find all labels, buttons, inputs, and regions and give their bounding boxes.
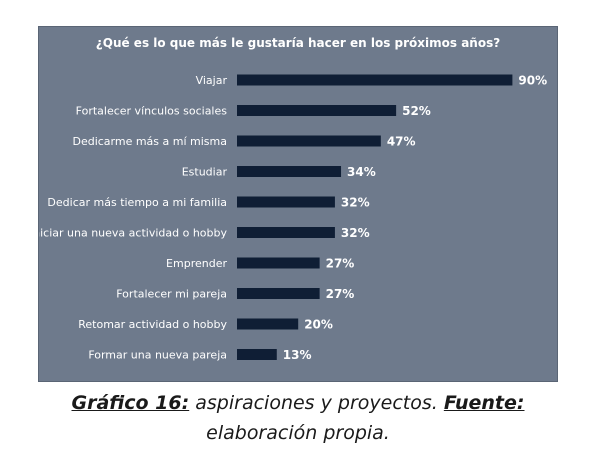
value-label: 13% <box>283 348 312 362</box>
category-label: Retomar actividad o hobby <box>78 318 227 331</box>
bar <box>237 227 335 238</box>
bar <box>237 288 320 299</box>
category-label: Dedicarme más a mí misma <box>72 135 227 148</box>
figure-caption: Gráfico 16: aspiraciones y proyectos. Fu… <box>0 388 596 448</box>
bar <box>237 318 299 330</box>
value-label: 32% <box>341 226 370 240</box>
category-label: Emprender <box>166 257 227 270</box>
value-label: 34% <box>347 165 376 179</box>
caption-text: aspiraciones y proyectos. <box>189 392 444 414</box>
value-label: 32% <box>341 196 370 210</box>
caption-source-text: elaboración propia. <box>206 422 390 444</box>
value-label: 20% <box>304 318 333 332</box>
value-label: 52% <box>402 104 431 118</box>
bar <box>237 257 320 269</box>
category-label: Iniciar una nueva actividad o hobby <box>39 227 227 240</box>
caption-source-label: Fuente: <box>443 392 525 414</box>
chart-panel: ¿Qué es lo que más le gustaría hacer en … <box>38 26 558 382</box>
bar <box>237 349 277 360</box>
category-label: Estudiar <box>182 166 228 179</box>
bar <box>237 166 342 177</box>
value-label: 27% <box>326 287 355 301</box>
value-label: 27% <box>326 257 355 271</box>
bar <box>237 105 397 116</box>
value-label: 47% <box>387 135 416 149</box>
category-label: Fortalecer mi pareja <box>116 288 227 301</box>
category-label: Dedicar más tiempo a mi familia <box>47 196 227 209</box>
bar <box>237 135 381 147</box>
chart-title: ¿Qué es lo que más le gustaría hacer en … <box>95 36 501 50</box>
bar <box>237 196 335 208</box>
category-label: Fortalecer vínculos sociales <box>76 105 228 118</box>
bar-chart: Viajar 90% Fortalecer vínculos sociales 52%… <box>39 74 547 363</box>
value-label: 90% <box>518 74 547 88</box>
category-label: Formar una nueva pareja <box>88 349 227 362</box>
category-label: Viajar <box>196 74 228 87</box>
bar <box>237 74 513 86</box>
caption-label: Gráfico 16: <box>71 392 190 414</box>
